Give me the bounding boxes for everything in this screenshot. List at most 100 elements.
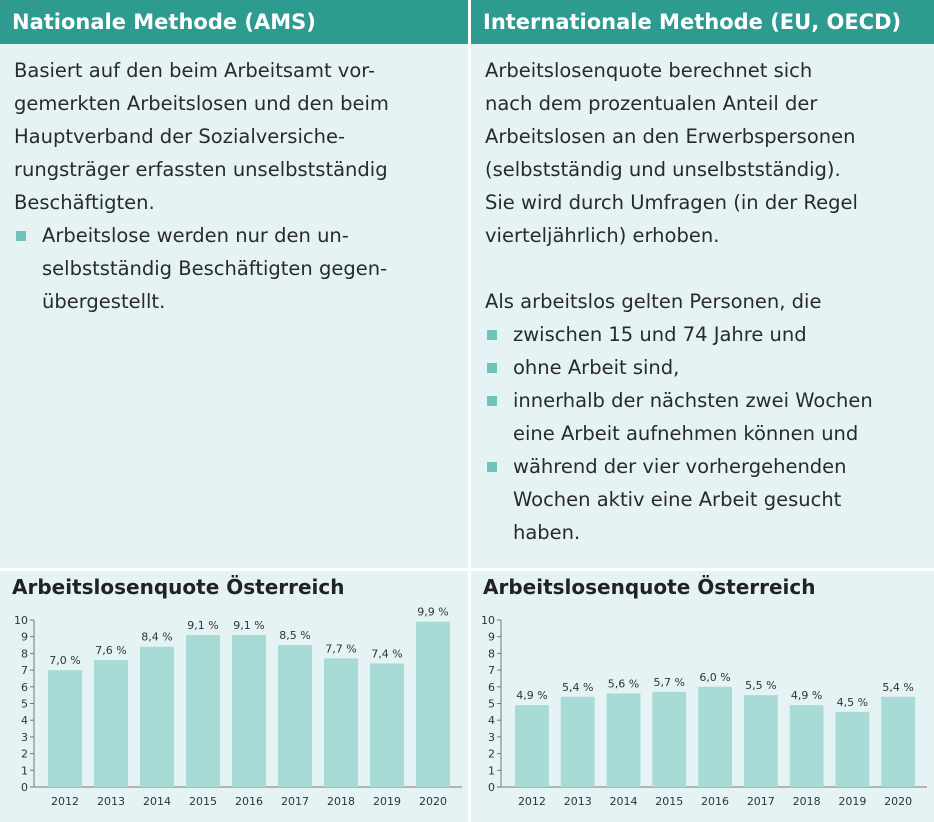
x-tick-label: 2013 (564, 795, 592, 808)
data-label: 7,6 % (95, 644, 126, 657)
data-label: 5,4 % (562, 681, 593, 694)
bullet-square-icon (487, 363, 497, 373)
x-tick-label: 2014 (143, 795, 171, 808)
x-tick-label: 2012 (518, 795, 546, 808)
unemployed-definition-intro: Als arbeitslos gelten Personen, die (485, 290, 822, 313)
bar (232, 635, 267, 787)
bullet-square-icon (487, 330, 497, 340)
y-tick-label: 7 (488, 664, 495, 677)
bar (324, 658, 359, 787)
y-tick-label: 0 (21, 781, 28, 794)
national-chart-title: Arbeitslosenquote Österreich (12, 575, 345, 599)
bar (515, 705, 549, 787)
y-tick-label: 4 (21, 714, 28, 727)
y-tick-label: 3 (488, 731, 495, 744)
bar (698, 686, 732, 787)
bullet-text: Arbeitslose werden nur den un- selbststä… (42, 224, 388, 313)
bullet-text: ohne Arbeit sind, (513, 356, 680, 379)
x-tick-label: 2018 (327, 795, 355, 808)
international-chart-panel: Arbeitslosenquote Österreich 0 1 2 3 4 5 6 7 8 9 1… (471, 571, 934, 822)
data-label: 5,6 % (608, 677, 639, 690)
national-method-column: Nationale Methode (AMS) Basiert auf den … (0, 0, 468, 568)
data-label: 7,7 % (325, 642, 356, 655)
y-tick-label: 8 (488, 647, 495, 660)
bar (140, 646, 175, 787)
x-tick-label: 2019 (838, 795, 866, 808)
x-tick-label: 2016 (701, 795, 729, 808)
bullet-text: zwischen 15 und 74 Jahre und (513, 323, 807, 346)
x-tick-label: 2020 (884, 795, 912, 808)
bullet-item: innerhalb der nächsten zwei Wochen eine … (485, 384, 922, 450)
national-method-paragraph: Basiert auf den beim Arbeitsamt vor- gem… (14, 59, 389, 214)
bullet-square-icon (16, 231, 26, 241)
y-tick-label: 10 (481, 614, 495, 627)
x-tick-label: 2015 (189, 795, 217, 808)
y-tick-label: 5 (488, 698, 495, 711)
bar (789, 705, 824, 787)
national-method-bullets: Arbeitslose werden nur den un- selbststä… (14, 219, 456, 318)
bar (416, 621, 451, 787)
y-tick-label: 1 (21, 764, 28, 777)
national-method-body: Basiert auf den beim Arbeitsamt vor- gem… (0, 44, 468, 568)
y-tick-label: 2 (488, 748, 495, 761)
bullet-text: innerhalb der nächsten zwei Wochen eine … (513, 389, 873, 445)
y-tick-label: 7 (21, 664, 28, 677)
international-unemployment-chart: 0 1 2 3 4 5 6 7 8 9 10 4,9 % 2012 5,4 % 2013 5,6 % 2014 5… (481, 614, 927, 808)
y-tick-label: 3 (21, 731, 28, 744)
bullet-item: während der vier vorhergehenden Wochen a… (485, 450, 922, 549)
data-label: 4,5 % (837, 696, 868, 709)
data-label: 6,0 % (699, 671, 730, 684)
x-tick-label: 2017 (281, 795, 309, 808)
y-tick-label: 10 (14, 614, 28, 627)
bar (278, 645, 313, 787)
x-tick-label: 2015 (655, 795, 683, 808)
international-method-paragraph: Arbeitslosenquote berechnet sich nach de… (485, 59, 858, 247)
data-label: 9,1 % (187, 619, 218, 632)
bar (370, 663, 405, 787)
data-label: 4,9 % (516, 689, 547, 702)
data-label: 8,5 % (279, 629, 310, 642)
y-tick-label: 8 (21, 647, 28, 660)
bar (560, 696, 595, 787)
x-tick-label: 2013 (97, 795, 125, 808)
international-method-column: Internationale Methode (EU, OECD) Arbeit… (471, 0, 934, 568)
y-tick-label: 6 (21, 681, 28, 694)
x-tick-label: 2014 (609, 795, 637, 808)
x-tick-label: 2019 (373, 795, 401, 808)
data-label: 5,7 % (654, 676, 685, 689)
data-label: 7,4 % (371, 647, 402, 660)
bullet-text: während der vier vorhergehenden Wochen a… (513, 455, 847, 544)
bar (881, 696, 916, 787)
data-label: 7,0 % (49, 654, 80, 667)
international-method-header: Internationale Methode (EU, OECD) (471, 0, 934, 44)
y-tick-label: 4 (488, 714, 495, 727)
spacer (485, 252, 922, 285)
national-method-header: Nationale Methode (AMS) (0, 0, 468, 44)
y-tick-label: 0 (488, 781, 495, 794)
national-chart-panel: Arbeitslosenquote Österreich 0 1 2 3 4 5 6 7 8 9 1… (0, 571, 468, 822)
data-label: 8,4 % (141, 631, 172, 644)
x-tick-label: 2012 (51, 795, 79, 808)
x-tick-label: 2020 (419, 795, 447, 808)
y-tick-label: 6 (488, 681, 495, 694)
bar (743, 695, 778, 787)
bar (186, 635, 221, 787)
bar (94, 660, 129, 787)
national-unemployment-chart: 0 1 2 3 4 5 6 7 8 9 10 7,0 % 2012 7,6 % 2013 8,4 % 2014 9… (14, 607, 462, 808)
bullet-item: Arbeitslose werden nur den un- selbststä… (14, 219, 456, 318)
x-tick-label: 2017 (747, 795, 775, 808)
bar (835, 711, 870, 787)
data-label: 4,9 % (791, 689, 822, 702)
international-method-body: Arbeitslosenquote berechnet sich nach de… (471, 44, 934, 568)
y-tick-label: 1 (488, 764, 495, 777)
bar (48, 670, 83, 787)
y-tick-label: 9 (488, 631, 495, 644)
data-label: 5,5 % (745, 679, 776, 692)
unemployed-criteria-bullets: zwischen 15 und 74 Jahre und ohne Arbeit… (485, 318, 922, 549)
y-tick-label: 9 (21, 631, 28, 644)
data-label: 9,1 % (233, 619, 264, 632)
x-tick-label: 2016 (235, 795, 263, 808)
bullet-item: ohne Arbeit sind, (485, 351, 922, 384)
data-label: 5,4 % (882, 681, 913, 694)
